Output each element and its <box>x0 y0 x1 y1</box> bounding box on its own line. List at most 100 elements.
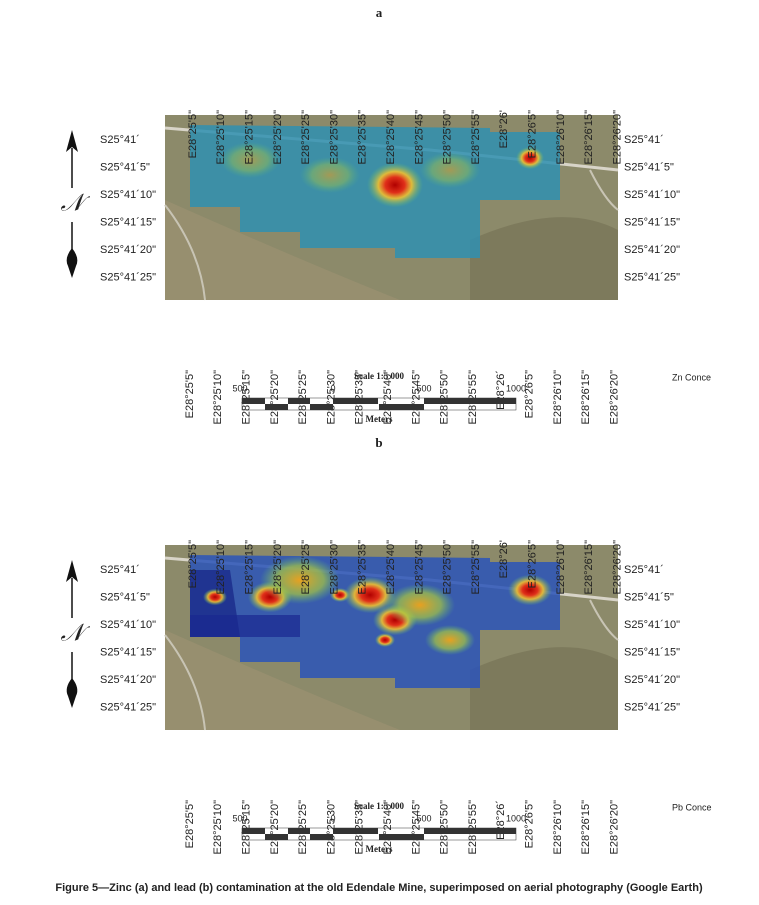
north-arrow-tail <box>66 678 78 708</box>
latitude-label: S25°41´15" <box>100 646 156 658</box>
latitude-label: S25°41´10" <box>624 619 680 631</box>
longitude-label: E28°25'40" <box>382 370 394 425</box>
longitude-label: E28°25'50" <box>442 110 454 165</box>
latitude-label: S25°41´10" <box>100 619 156 631</box>
longitude-label: E28°25'15" <box>244 110 256 165</box>
longitude-label: E28°26'15" <box>583 540 595 595</box>
longitude-label: E28°25'55" <box>467 370 479 425</box>
latitude-label: S25°41´20" <box>100 674 156 686</box>
hotspot <box>344 576 396 614</box>
north-arrow <box>66 130 78 152</box>
longitude-label: E28°25'55" <box>470 540 482 595</box>
scale-bar-segment <box>333 828 378 834</box>
latitude-label: S25°41´ <box>100 134 140 146</box>
longitude-label: E28°25'25" <box>297 800 309 855</box>
scale-bar-segment <box>379 834 424 840</box>
longitude-label: E28°25'40" <box>382 800 394 855</box>
north-label: 𝒩 <box>61 621 91 647</box>
north-arrow-tail <box>66 248 78 278</box>
longitude-label: E28°25'25" <box>297 370 309 425</box>
longitude-label: E28°25'15" <box>244 540 256 595</box>
latitude-label: S25°41´5" <box>100 161 150 173</box>
latitude-label: S25°41´10" <box>100 189 156 201</box>
scale-bar-segment <box>310 404 333 410</box>
longitude-label: E28°25'15" <box>241 800 253 855</box>
longitude-label: E28°25'20" <box>272 110 284 165</box>
longitude-label: E28°25'10" <box>212 370 224 425</box>
terrain <box>470 647 618 730</box>
latitude-label: S25°41´15" <box>100 216 156 228</box>
terrain <box>165 630 400 730</box>
longitude-label: E28°25'30" <box>325 800 337 855</box>
hotspot <box>203 588 227 606</box>
longitude-label: E28°26'10" <box>555 540 567 595</box>
longitude-label: E28°25'35" <box>357 110 369 165</box>
longitude-label: E28°25'10" <box>215 540 227 595</box>
longitude-label: E28°26'15" <box>583 110 595 165</box>
scale-tick-label: 500 <box>232 383 247 393</box>
latitude-label: S25°41´25" <box>100 271 156 283</box>
scale-bar-segment <box>265 404 288 410</box>
road <box>164 634 206 731</box>
latitude-label: S25°41´20" <box>100 244 156 256</box>
longitude-label: E28°25'40" <box>385 110 397 165</box>
scale-bar-segment <box>242 398 265 404</box>
latitude-label: S25°41´10" <box>624 189 680 201</box>
longitude-label: E28°26'10" <box>552 800 564 855</box>
latitude-label: S25°41´25" <box>624 271 680 283</box>
longitude-label: E28°25'55" <box>470 110 482 165</box>
hotspot <box>367 162 423 208</box>
latitude-label: S25°41´ <box>624 564 664 576</box>
panel: b E28°25'5" E28°25'10" E28°25'15" E28°25'20"… <box>61 435 712 854</box>
scale-unit: Meters <box>366 844 393 854</box>
scale-tick-label: 1000 <box>506 813 526 823</box>
longitude-label: E28°25'45" <box>410 800 422 855</box>
latitude-label: S25°41´15" <box>624 646 680 658</box>
longitude-label: E28°25'25" <box>300 540 312 595</box>
longitude-label: E28°26'15" <box>580 800 592 855</box>
scale-title: Scale 1:5 000 <box>354 801 404 811</box>
moderate-zone <box>420 152 480 188</box>
longitude-label: E28°26'20" <box>608 800 620 855</box>
aerial-map <box>164 115 619 301</box>
longitude-label: E28°25'40" <box>385 540 397 595</box>
longitude-label: E28°25'45" <box>413 110 425 165</box>
longitude-label: E28°25'45" <box>410 370 422 425</box>
aerial-map <box>164 545 619 731</box>
road <box>164 204 206 301</box>
scale-tick-label: 500 <box>416 383 431 393</box>
longitude-label: E28°25'55" <box>467 800 479 855</box>
scale-unit: Meters <box>366 414 393 424</box>
road <box>589 599 619 641</box>
longitude-label: E28°25'45" <box>413 540 425 595</box>
longitude-label: E28°25'50" <box>439 370 451 425</box>
scale-tick-label: 500 <box>416 813 431 823</box>
scale-title: Scale 1:5 000 <box>354 371 404 381</box>
longitude-label: E28°26'20" <box>611 540 623 595</box>
scale-bar-segment <box>242 828 265 834</box>
panel: a E28°25'5" E28°25'10" E28°25'15" E28°25'20"… <box>61 5 712 424</box>
latitude-label: S25°41´20" <box>624 674 680 686</box>
scale-bar-segment <box>288 828 310 834</box>
longitude-label: E28°26'5" <box>524 370 536 418</box>
longitude-label: E28°25'10" <box>212 800 224 855</box>
longitude-label: E28°25'5" <box>184 370 196 418</box>
moderate-zone <box>220 142 280 178</box>
latitude-label: S25°41´ <box>624 134 664 146</box>
longitude-label: E28°25'25" <box>300 110 312 165</box>
longitude-label: E28°25'15" <box>241 370 253 425</box>
longitude-label: E28°25'30" <box>325 370 337 425</box>
moderate-zone <box>300 157 360 193</box>
longitude-label: E28°25'5" <box>187 110 199 158</box>
latitude-label: S25°41´5" <box>624 161 674 173</box>
north-label: 𝒩 <box>61 191 91 217</box>
longitude-label: E28°25'20" <box>269 370 281 425</box>
longitude-label: E28°26'5" <box>527 540 539 588</box>
legend-title: Zn Conce <box>672 372 711 382</box>
latitude-label: S25°41´5" <box>100 591 150 603</box>
scale-bar-segment <box>288 398 310 404</box>
longitude-label: E28°25'30" <box>328 540 340 595</box>
caption: Figure 5—Zinc (a) and lead (b) contamina… <box>55 882 703 894</box>
longitude-label: E28°25'5" <box>184 800 196 848</box>
